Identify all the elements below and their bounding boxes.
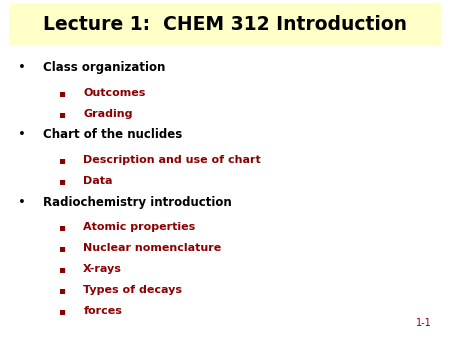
Text: ▪: ▪ bbox=[58, 222, 66, 233]
Text: ▪: ▪ bbox=[58, 176, 66, 186]
Text: ▪: ▪ bbox=[58, 88, 66, 98]
Text: •: • bbox=[18, 128, 26, 141]
Text: ▪: ▪ bbox=[58, 243, 66, 254]
Text: •: • bbox=[18, 196, 26, 209]
Text: Data: Data bbox=[83, 176, 113, 186]
Text: ▪: ▪ bbox=[58, 109, 66, 119]
Text: Class organization: Class organization bbox=[43, 61, 165, 74]
Text: forces: forces bbox=[83, 306, 122, 316]
Text: Atomic properties: Atomic properties bbox=[83, 222, 195, 233]
Text: Grading: Grading bbox=[83, 109, 133, 119]
Text: X-rays: X-rays bbox=[83, 264, 122, 274]
Text: ▪: ▪ bbox=[58, 264, 66, 274]
Text: Radiochemistry introduction: Radiochemistry introduction bbox=[43, 196, 231, 209]
Text: Chart of the nuclides: Chart of the nuclides bbox=[43, 128, 182, 141]
Text: Nuclear nomenclature: Nuclear nomenclature bbox=[83, 243, 221, 254]
Text: Lecture 1:  CHEM 312 Introduction: Lecture 1: CHEM 312 Introduction bbox=[43, 15, 407, 34]
Text: ▪: ▪ bbox=[58, 155, 66, 165]
Text: 1-1: 1-1 bbox=[416, 318, 432, 328]
Text: ▪: ▪ bbox=[58, 285, 66, 295]
Text: Types of decays: Types of decays bbox=[83, 285, 182, 295]
Text: •: • bbox=[18, 61, 26, 74]
Text: Description and use of chart: Description and use of chart bbox=[83, 155, 261, 165]
Text: Outcomes: Outcomes bbox=[83, 88, 146, 98]
FancyBboxPatch shape bbox=[9, 3, 441, 46]
Text: ▪: ▪ bbox=[58, 306, 66, 316]
